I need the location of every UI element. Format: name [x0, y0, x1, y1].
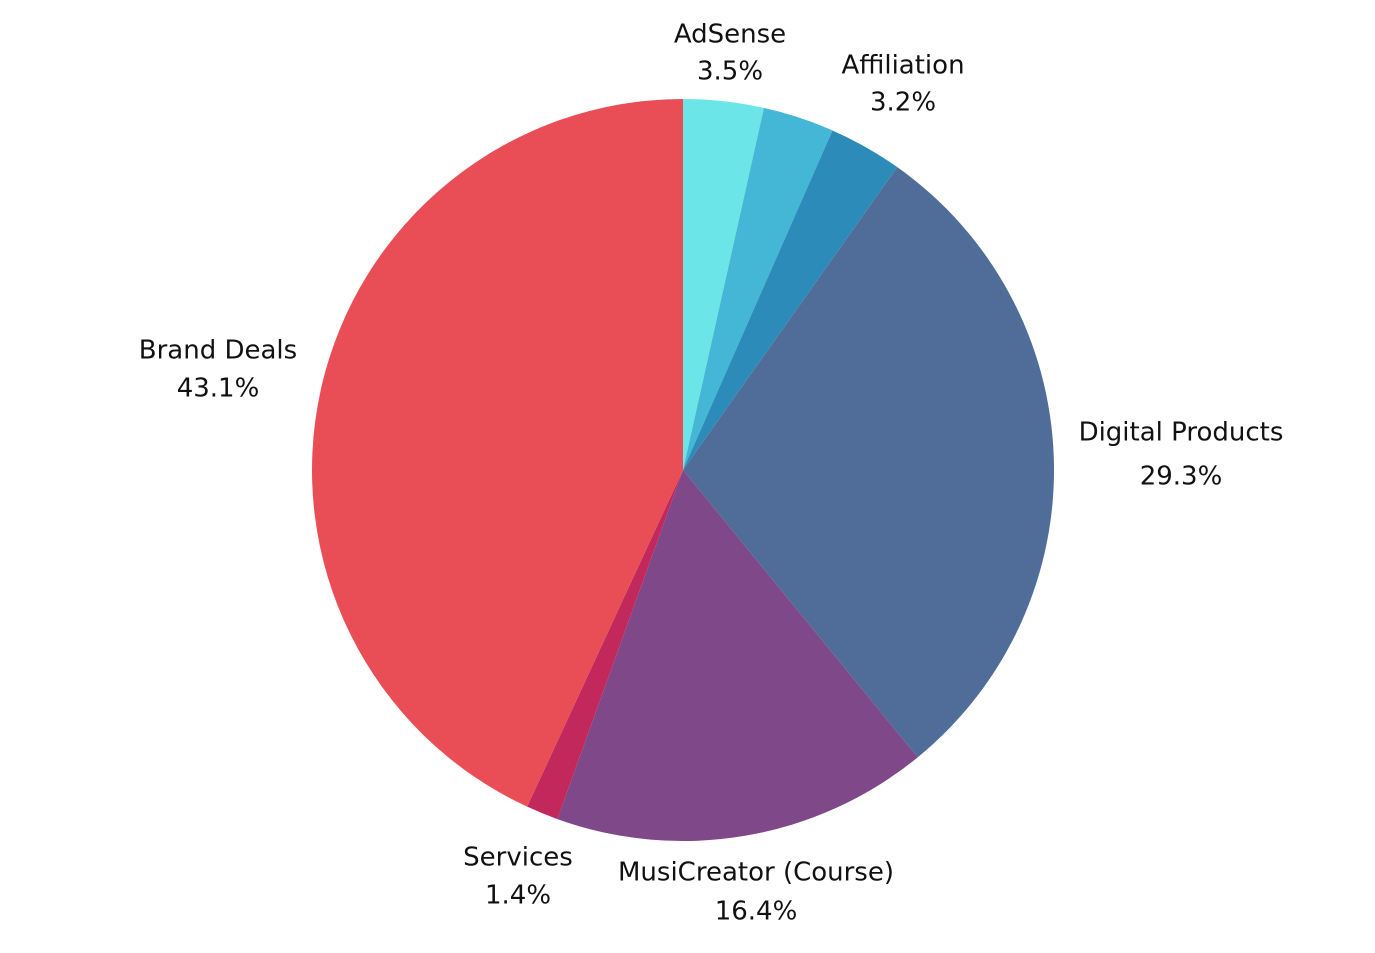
pie-slice — [557, 470, 918, 841]
value-label: 3.5% — [697, 57, 763, 87]
pie-slice — [683, 167, 1054, 758]
pie-slice — [312, 99, 683, 807]
value-label: 29.3% — [1140, 462, 1223, 492]
slice-label: Digital Products — [1079, 418, 1284, 448]
slice-label: MusiCreator (Course) — [618, 858, 894, 888]
slice-label: Affiliation — [841, 51, 964, 81]
value-label: 16.4% — [715, 897, 798, 927]
slice-label: Brand Deals — [139, 336, 297, 366]
pie-slice — [527, 470, 683, 820]
slice-label: Services — [463, 843, 573, 873]
value-label: 3.2% — [870, 88, 936, 118]
value-label: 43.1% — [177, 374, 260, 404]
slice-label: AdSense — [674, 20, 786, 50]
pie-slice — [683, 107, 833, 471]
value-label: 1.4% — [485, 881, 551, 911]
pie-slice — [683, 99, 764, 470]
pie-slice — [683, 130, 898, 470]
